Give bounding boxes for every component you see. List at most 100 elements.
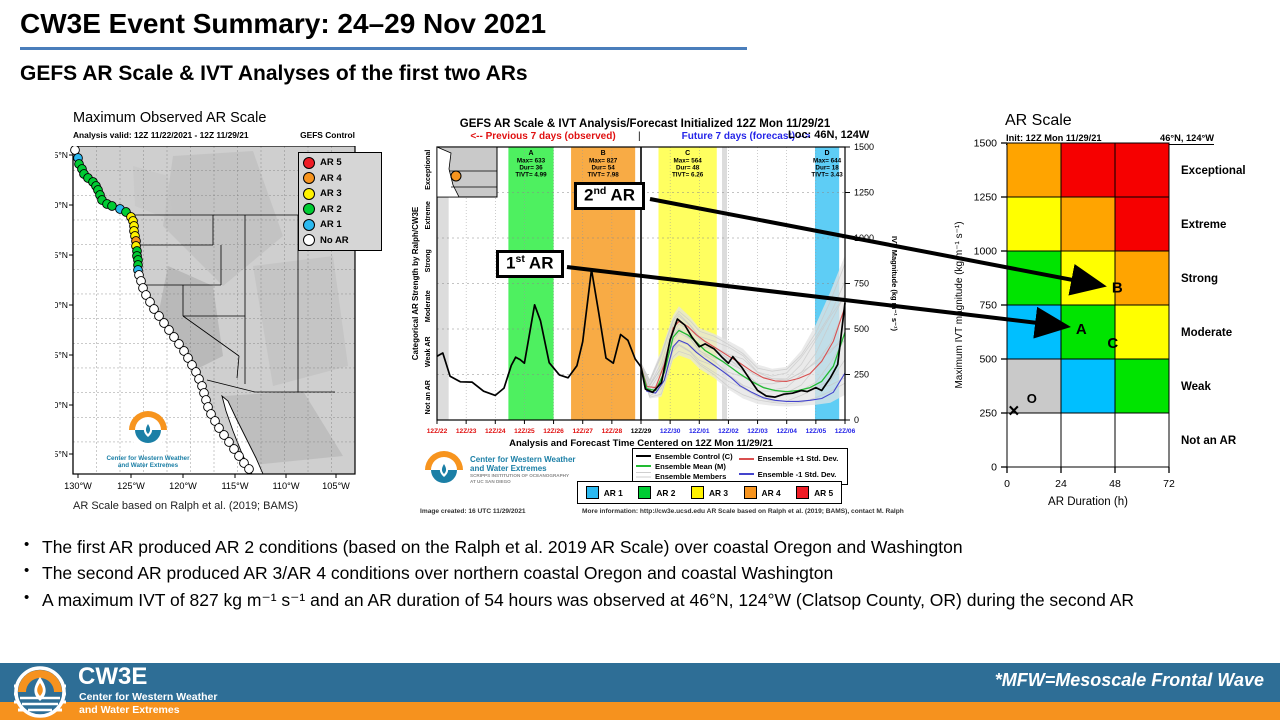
image-created-label: Image created: 16 UTC 11/29/2021 xyxy=(420,508,526,515)
ar-legend-item: AR 4 xyxy=(743,486,781,499)
svg-text:TIVT= 4.99: TIVT= 4.99 xyxy=(515,172,547,179)
legend-line-swatch xyxy=(738,457,754,460)
svg-text:O: O xyxy=(1027,391,1037,406)
svg-text:Extreme: Extreme xyxy=(1181,219,1226,231)
footer-blue-band xyxy=(0,663,1280,702)
legend-label: Ensemble -1 Std. Dev. xyxy=(757,469,837,479)
ivt-logo-text3: SCRIPPS INSTITUTION OF OCEANOGRAPHY xyxy=(470,473,570,479)
svg-text:25°N: 25°N xyxy=(55,449,68,459)
ar-legend-item: AR 1 xyxy=(585,486,623,499)
ar-category-legend: AR 1 AR 2 AR 3 AR 4 AR 5 xyxy=(577,481,842,504)
svg-text:C: C xyxy=(1107,335,1118,352)
svg-text:Dur= 54: Dur= 54 xyxy=(591,165,615,172)
svg-text:0: 0 xyxy=(854,415,859,425)
svg-text:750: 750 xyxy=(979,300,997,312)
svg-text:12Z/04: 12Z/04 xyxy=(776,428,797,435)
ivt-header-separator: | xyxy=(638,131,641,142)
ar-legend-label: AR 2 xyxy=(656,487,676,498)
svg-text:12Z/01: 12Z/01 xyxy=(689,428,710,435)
ar-legend-item: AR 2 xyxy=(638,486,675,499)
svg-text:AR Duration (h): AR Duration (h) xyxy=(1048,496,1128,508)
footer-orange-band xyxy=(0,702,1280,720)
ivt-logo-text2: and Water Extremes xyxy=(470,464,547,474)
svg-text:TIVT= 7.98: TIVT= 7.98 xyxy=(587,172,619,179)
map-legend-swatch-ar1 xyxy=(303,218,315,231)
svg-text:55°N: 55°N xyxy=(55,150,68,160)
legend-line-swatch xyxy=(738,473,754,476)
map-legend-swatch-noar xyxy=(303,234,315,246)
svg-text:500: 500 xyxy=(979,354,997,366)
svg-text:×: × xyxy=(1008,401,1019,422)
svg-text:Categorical AR Strength by Ral: Categorical AR Strength by Ralph/CW3E xyxy=(411,206,420,360)
svg-text:Weak: Weak xyxy=(1181,381,1211,393)
svg-text:Max= 644: Max= 644 xyxy=(813,158,842,165)
legend-label: Ensemble Mean (M) xyxy=(655,461,726,471)
ensemble-legend-item: Ensemble -1 Std. Dev. xyxy=(738,469,839,479)
map-legend-label: AR 1 xyxy=(320,219,342,230)
ar-legend-item: AR 3 xyxy=(690,486,728,499)
svg-text:120°W: 120°W xyxy=(169,481,197,491)
svg-text:Strong: Strong xyxy=(423,249,432,272)
ar-scale-init-label: Init: 12Z Mon 11/29/21 xyxy=(1006,133,1102,143)
ar-scale-figure: 0 250 500 750 1000 1250 1500 0 24 48 72 AR Duration… xyxy=(954,138,1246,509)
legend-label: Ensemble +1 Std. Dev. xyxy=(757,454,839,464)
legend-line-swatch xyxy=(636,471,651,482)
ar-legend-swatch xyxy=(690,486,704,499)
svg-text:Dur= 48: Dur= 48 xyxy=(676,165,700,172)
svg-text:1000: 1000 xyxy=(974,246,998,258)
map-legend-item: AR 3 xyxy=(303,187,377,200)
map-legend-item: AR 5 xyxy=(303,156,377,169)
map-valid-row: Analysis valid: 12Z 11/22/2021 - 12Z 11/… xyxy=(73,130,355,140)
bullet-1: The first AR produced AR 2 conditions (b… xyxy=(18,534,1268,560)
callout-first-base: 1 xyxy=(506,253,516,273)
page-title: CW3E Event Summary: 24–29 Nov 2021 xyxy=(20,8,547,39)
svg-text:1000: 1000 xyxy=(854,233,874,243)
ivt-header-forecast: Future 7 days (forecast) --> xyxy=(681,131,811,142)
svg-text:Analysis and Forecast Time Cen: Analysis and Forecast Time Centered on 1… xyxy=(509,438,774,449)
svg-text:12Z/02: 12Z/02 xyxy=(718,428,739,435)
map-legend-swatch-ar3 xyxy=(303,187,315,200)
cw3e-logo-ivt: Center for Western Weather and Water Ext… xyxy=(424,450,614,490)
svg-text:24: 24 xyxy=(1055,478,1067,490)
callout-second-base: 2 xyxy=(584,185,594,205)
svg-text:115°W: 115°W xyxy=(222,481,249,491)
ar-scale-grid-panel: AR Scale Init: 12Z Mon 11/29/21 46°N, 12… xyxy=(950,112,1280,537)
svg-text:30°N: 30°N xyxy=(55,400,68,410)
map-legend-label: AR 5 xyxy=(320,157,342,168)
footer-brand: CW3E xyxy=(78,663,148,690)
svg-text:Dur= 18: Dur= 18 xyxy=(815,165,839,172)
svg-text:0: 0 xyxy=(1004,478,1010,490)
title-underline xyxy=(20,47,747,50)
ar-legend-label: AR 4 xyxy=(761,487,781,498)
cw3e-logo-map: Center for Western Weather and Water Ext… xyxy=(93,410,203,469)
map-legend-label: AR 3 xyxy=(320,188,342,199)
map-legend-swatch-ar2 xyxy=(303,203,315,215)
legend-label: Ensemble Members xyxy=(655,472,727,481)
svg-text:Exceptional: Exceptional xyxy=(423,150,432,190)
svg-text:Moderate: Moderate xyxy=(423,290,432,322)
map-legend-item: AR 1 xyxy=(303,218,377,231)
map-legend-label: No AR xyxy=(320,234,349,246)
svg-text:110°W: 110°W xyxy=(273,481,300,491)
svg-text:B: B xyxy=(1112,280,1123,297)
svg-text:1500: 1500 xyxy=(854,142,874,152)
svg-text:750: 750 xyxy=(854,279,869,289)
svg-text:250: 250 xyxy=(979,408,997,420)
map-legend-swatch-ar5 xyxy=(303,156,315,169)
svg-text:Weak AR: Weak AR xyxy=(423,336,432,368)
svg-text:1250: 1250 xyxy=(854,188,874,198)
svg-text:72: 72 xyxy=(1163,478,1175,490)
svg-text:Moderate: Moderate xyxy=(1181,327,1232,339)
svg-text:12Z/05: 12Z/05 xyxy=(806,428,827,435)
footer-brand-sub2: and Water Extremes xyxy=(79,703,180,716)
svg-text:12Z/22: 12Z/22 xyxy=(427,428,448,435)
callout-first-rest: AR xyxy=(524,253,554,273)
callout-second-ar: 2nd AR xyxy=(574,182,645,210)
callout-first-sup: st xyxy=(515,253,525,265)
ar-legend-swatch xyxy=(585,486,599,499)
svg-text:12Z/27: 12Z/27 xyxy=(572,428,593,435)
svg-text:12Z/26: 12Z/26 xyxy=(543,428,564,435)
svg-text:Strong: Strong xyxy=(1181,273,1218,285)
ivt-logo-text4: AT UC SAN DIEGO xyxy=(470,479,511,485)
